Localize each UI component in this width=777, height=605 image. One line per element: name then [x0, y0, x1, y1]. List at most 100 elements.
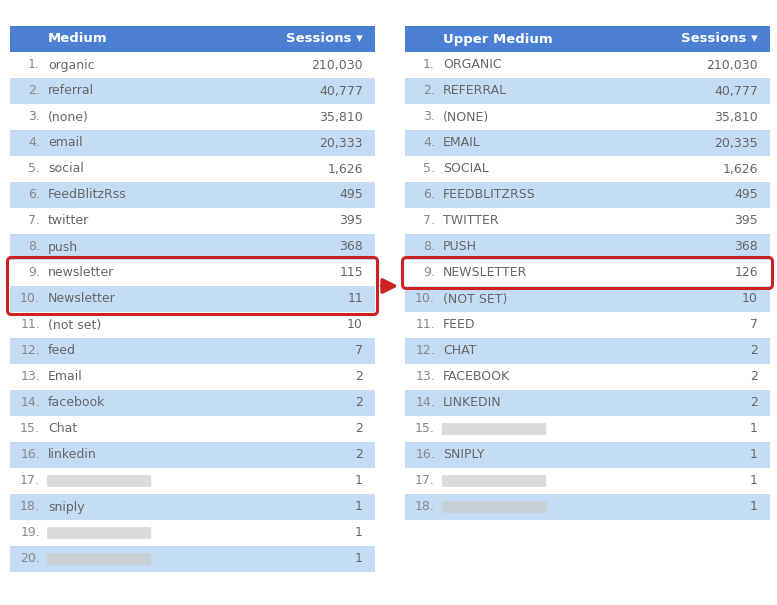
Text: twitter: twitter — [48, 215, 89, 227]
Bar — [10, 234, 375, 260]
Text: 17.: 17. — [415, 474, 435, 488]
Text: 210,030: 210,030 — [706, 59, 758, 71]
Text: 1: 1 — [750, 448, 758, 462]
Bar — [10, 182, 375, 208]
Bar — [10, 78, 375, 104]
Bar — [405, 390, 770, 416]
Text: 2: 2 — [355, 396, 363, 410]
Bar — [405, 468, 770, 494]
Text: 2.: 2. — [423, 85, 435, 97]
Text: 13.: 13. — [20, 370, 40, 384]
Text: 3.: 3. — [423, 111, 435, 123]
Bar — [405, 52, 770, 78]
Text: 395: 395 — [340, 215, 363, 227]
Bar — [405, 442, 770, 468]
Text: facebook: facebook — [48, 396, 106, 410]
Text: TWITTER: TWITTER — [443, 215, 499, 227]
Text: 2: 2 — [750, 344, 758, 358]
Text: newsletter: newsletter — [48, 266, 114, 280]
Text: SNIPLY: SNIPLY — [443, 448, 485, 462]
Text: 395: 395 — [734, 215, 758, 227]
Text: 8.: 8. — [423, 241, 435, 253]
Text: 14.: 14. — [415, 396, 435, 410]
Bar — [405, 286, 770, 312]
Text: 20,335: 20,335 — [714, 137, 758, 149]
Text: 13.: 13. — [415, 370, 435, 384]
Text: 2: 2 — [355, 370, 363, 384]
Text: 495: 495 — [340, 189, 363, 201]
Text: 35,810: 35,810 — [714, 111, 758, 123]
Text: Medium: Medium — [48, 33, 108, 45]
Bar — [10, 520, 375, 546]
Bar — [10, 416, 375, 442]
Text: 2: 2 — [355, 448, 363, 462]
Text: 11: 11 — [347, 292, 363, 306]
Text: FACEBOOK: FACEBOOK — [443, 370, 510, 384]
Bar — [10, 156, 375, 182]
Text: 1: 1 — [355, 552, 363, 566]
Text: 10.: 10. — [20, 292, 40, 306]
Text: 1: 1 — [750, 422, 758, 436]
Text: SOCIAL: SOCIAL — [443, 163, 489, 175]
Text: linkedin: linkedin — [48, 448, 97, 462]
Text: 2: 2 — [355, 422, 363, 436]
FancyBboxPatch shape — [442, 501, 546, 513]
Bar — [405, 78, 770, 104]
Bar — [405, 364, 770, 390]
Text: Sessions ▾: Sessions ▾ — [681, 33, 758, 45]
Text: 35,810: 35,810 — [319, 111, 363, 123]
Text: 10: 10 — [347, 318, 363, 332]
Text: 40,777: 40,777 — [319, 85, 363, 97]
Text: 18.: 18. — [20, 500, 40, 514]
FancyBboxPatch shape — [47, 553, 152, 565]
Text: organic: organic — [48, 59, 95, 71]
Text: 210,030: 210,030 — [312, 59, 363, 71]
Text: 16.: 16. — [415, 448, 435, 462]
Text: 2: 2 — [750, 396, 758, 410]
Bar — [405, 312, 770, 338]
Text: feed: feed — [48, 344, 76, 358]
Text: 9.: 9. — [423, 266, 435, 280]
Text: 9.: 9. — [28, 266, 40, 280]
Text: ORGANIC: ORGANIC — [443, 59, 502, 71]
Text: 126: 126 — [734, 266, 758, 280]
Text: 2: 2 — [750, 370, 758, 384]
Text: 7.: 7. — [423, 215, 435, 227]
Bar — [10, 442, 375, 468]
FancyBboxPatch shape — [47, 475, 152, 487]
Text: 7: 7 — [750, 318, 758, 332]
Text: 1,626: 1,626 — [327, 163, 363, 175]
Text: 1: 1 — [355, 526, 363, 540]
Text: 20,333: 20,333 — [319, 137, 363, 149]
Bar — [10, 286, 375, 312]
Text: 495: 495 — [734, 189, 758, 201]
Text: 6.: 6. — [423, 189, 435, 201]
Text: 11.: 11. — [20, 318, 40, 332]
Bar — [10, 390, 375, 416]
Text: Chat: Chat — [48, 422, 77, 436]
Text: 19.: 19. — [20, 526, 40, 540]
Text: (NOT SET): (NOT SET) — [443, 292, 507, 306]
Text: NEWSLETTER: NEWSLETTER — [443, 266, 528, 280]
Bar — [405, 494, 770, 520]
Text: EMAIL: EMAIL — [443, 137, 481, 149]
Bar — [10, 494, 375, 520]
Text: 5.: 5. — [423, 163, 435, 175]
Text: Sessions ▾: Sessions ▾ — [286, 33, 363, 45]
Text: 10: 10 — [742, 292, 758, 306]
Text: 16.: 16. — [20, 448, 40, 462]
FancyBboxPatch shape — [442, 423, 546, 435]
FancyBboxPatch shape — [47, 527, 152, 539]
Text: 1.: 1. — [28, 59, 40, 71]
Text: PUSH: PUSH — [443, 241, 477, 253]
Text: REFERRAL: REFERRAL — [443, 85, 507, 97]
Text: 4.: 4. — [423, 137, 435, 149]
Text: 18.: 18. — [415, 500, 435, 514]
Text: social: social — [48, 163, 84, 175]
Bar — [405, 416, 770, 442]
Text: FEED: FEED — [443, 318, 476, 332]
Text: push: push — [48, 241, 78, 253]
Bar — [10, 338, 375, 364]
Bar — [405, 104, 770, 130]
Bar — [405, 26, 770, 52]
